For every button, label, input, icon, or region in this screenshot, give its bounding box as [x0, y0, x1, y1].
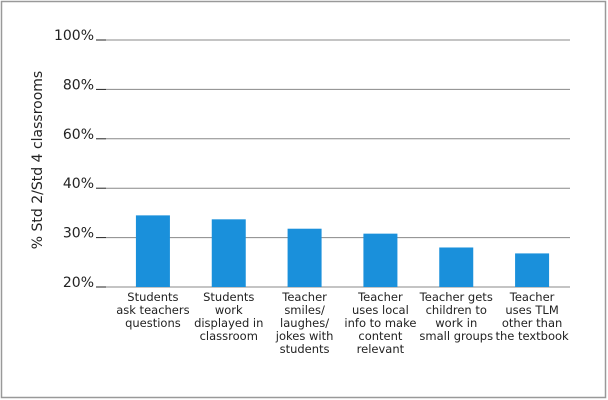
x-tick-label: Teacher uses local info to make content …	[344, 290, 417, 356]
y-axis-label: % Std 2/Std 4 classrooms	[30, 71, 46, 249]
bar	[439, 247, 474, 287]
y-tick-label: 30%	[63, 226, 94, 242]
bar	[135, 215, 170, 287]
x-tick-label: Students ask teachers questions	[116, 290, 190, 330]
x-tick-label: Teacher gets children to work in small g…	[419, 290, 494, 343]
y-tick-label: 60%	[63, 127, 94, 143]
x-tick-label: Teacher smiles/ laughes/ jokes with stud…	[275, 290, 334, 356]
y-tick-label: 100%	[54, 28, 94, 44]
y-tick-label: 40%	[63, 176, 94, 192]
x-tick-label: Teacher uses TLM other than the textbook	[495, 290, 569, 343]
y-tick-label: 80%	[63, 77, 94, 93]
bar	[363, 233, 398, 287]
bar	[211, 219, 246, 287]
x-tick-label: Students work displayed in classroom	[194, 290, 264, 343]
y-tick-label: 20%	[63, 275, 94, 291]
bar	[515, 253, 550, 287]
bar	[287, 228, 322, 287]
